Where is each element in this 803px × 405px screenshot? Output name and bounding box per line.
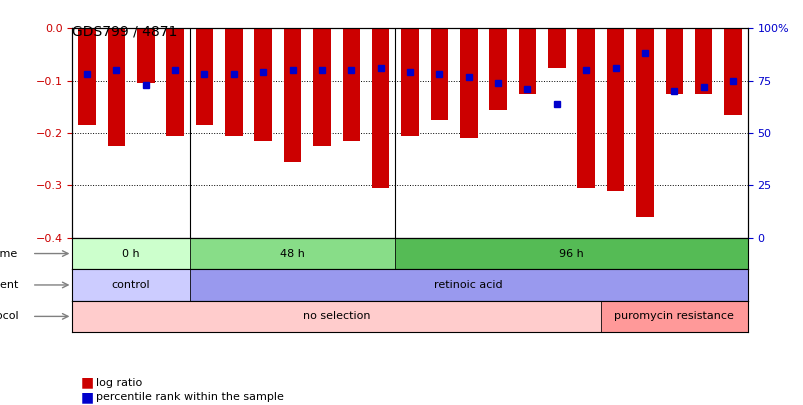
Text: agent: agent (0, 280, 18, 290)
Text: 0 h: 0 h (122, 249, 140, 258)
FancyBboxPatch shape (72, 301, 600, 332)
Text: ■: ■ (80, 376, 93, 390)
FancyBboxPatch shape (72, 238, 190, 269)
Text: percentile rank within the sample: percentile rank within the sample (96, 392, 284, 402)
FancyBboxPatch shape (72, 269, 190, 301)
Text: 48 h: 48 h (279, 249, 304, 258)
Bar (606, 28, 624, 191)
Text: 96 h: 96 h (558, 249, 583, 258)
FancyBboxPatch shape (190, 269, 747, 301)
Bar (665, 28, 683, 94)
Bar (225, 28, 243, 136)
Bar (78, 28, 96, 125)
Bar (283, 28, 301, 162)
Bar (518, 28, 536, 94)
Bar (254, 28, 271, 141)
Bar (724, 28, 741, 115)
Bar (372, 28, 389, 188)
Text: growth protocol: growth protocol (0, 311, 18, 322)
Bar (635, 28, 653, 217)
Bar (108, 28, 125, 146)
Bar (430, 28, 447, 120)
FancyBboxPatch shape (190, 238, 395, 269)
Bar (548, 28, 565, 68)
Bar (195, 28, 213, 125)
Text: control: control (112, 280, 150, 290)
Text: retinoic acid: retinoic acid (434, 280, 503, 290)
Text: log ratio: log ratio (96, 378, 143, 388)
Bar (489, 28, 507, 109)
Bar (342, 28, 360, 141)
Text: time: time (0, 249, 18, 258)
Bar (401, 28, 418, 136)
Bar (166, 28, 184, 136)
Bar (459, 28, 477, 139)
Text: GDS799 / 4871: GDS799 / 4871 (72, 24, 177, 38)
Text: puromycin resistance: puromycin resistance (613, 311, 733, 322)
Text: ■: ■ (80, 390, 93, 404)
Bar (137, 28, 154, 83)
Bar (312, 28, 330, 146)
FancyBboxPatch shape (600, 301, 747, 332)
Bar (577, 28, 594, 188)
Text: no selection: no selection (303, 311, 370, 322)
FancyBboxPatch shape (395, 238, 747, 269)
Bar (694, 28, 711, 94)
